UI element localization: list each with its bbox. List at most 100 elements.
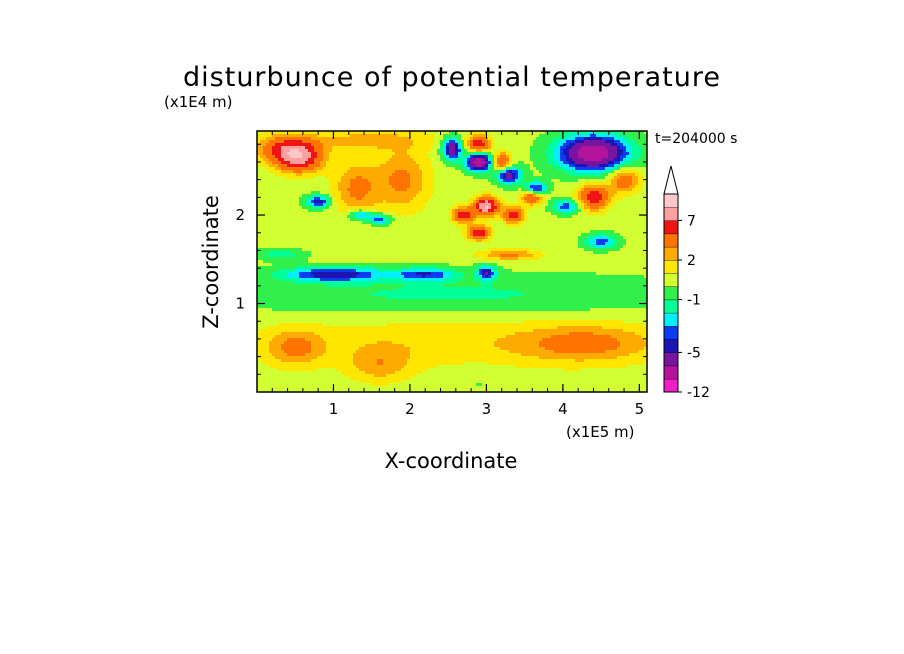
contour-cell <box>644 236 648 240</box>
contour-cell <box>491 230 495 234</box>
contour-cell <box>440 233 444 237</box>
contour-cell <box>575 209 579 213</box>
contour-cell <box>311 245 315 249</box>
contour-cell <box>509 218 513 222</box>
contour-cell <box>596 206 600 210</box>
contour-cell <box>497 149 501 153</box>
contour-cell <box>398 200 402 204</box>
contour-cell <box>302 188 306 192</box>
contour-cell <box>323 137 327 141</box>
contour-cell <box>416 188 420 192</box>
contour-cell <box>626 182 630 186</box>
contour-cell <box>296 215 300 219</box>
contour-cell <box>446 191 450 195</box>
contour-cell <box>437 185 441 189</box>
contour-cell <box>359 149 363 153</box>
contour-cell <box>476 146 480 150</box>
contour-cell <box>392 212 396 216</box>
contour-cell <box>458 209 462 213</box>
contour-cell <box>269 197 273 201</box>
contour-cell <box>557 179 561 183</box>
contour-cell <box>584 173 588 177</box>
contour-cell <box>572 158 576 162</box>
contour-cell <box>377 194 381 198</box>
contour-cell <box>581 209 585 213</box>
contour-cell <box>371 170 375 174</box>
contour-cell <box>530 242 534 246</box>
contour-cell <box>509 197 513 201</box>
contour-cell <box>596 209 600 213</box>
contour-cell <box>431 155 435 159</box>
contour-cell <box>386 152 390 156</box>
contour-cell <box>578 209 582 213</box>
contour-cell <box>617 236 621 240</box>
contour-cell <box>485 221 489 225</box>
contour-cell <box>365 173 369 177</box>
contour-cell <box>263 131 267 135</box>
contour-cell <box>500 209 504 213</box>
contour-cell <box>470 170 474 174</box>
contour-cell <box>515 173 519 177</box>
contour-cell <box>257 185 261 189</box>
contour-cell <box>305 242 309 246</box>
contour-cell <box>449 176 453 180</box>
contour-cell <box>356 167 360 171</box>
contour-cell <box>527 152 531 156</box>
contour-cell <box>629 167 633 171</box>
contour-cell <box>482 155 486 159</box>
contour-cell <box>593 137 597 141</box>
contour-cell <box>527 221 531 225</box>
contour-cell <box>596 182 600 186</box>
contour-cell <box>527 131 531 135</box>
contour-cell <box>419 152 423 156</box>
contour-cell <box>386 230 390 234</box>
contour-cell <box>599 179 603 183</box>
contour-cell <box>548 170 552 174</box>
contour-cell <box>326 233 330 237</box>
contour-cell <box>518 236 522 240</box>
contour-cell <box>632 173 636 177</box>
contour-cell <box>260 152 264 156</box>
contour-cell <box>458 140 462 144</box>
contour-cell <box>527 146 531 150</box>
contour-cell <box>473 215 477 219</box>
contour-cell <box>644 152 648 156</box>
contour-cell <box>578 143 582 147</box>
contour-cell <box>617 242 621 246</box>
contour-cell <box>410 200 414 204</box>
contour-cell <box>260 146 264 150</box>
contour-cell <box>470 206 474 210</box>
contour-cell <box>341 134 345 138</box>
contour-cell <box>638 185 642 189</box>
contour-cell <box>530 239 534 243</box>
contour-cell <box>455 140 459 144</box>
contour-cell <box>566 167 570 171</box>
contour-cell <box>515 209 519 213</box>
contour-cell <box>422 191 426 195</box>
contour-cell <box>548 239 552 243</box>
contour-cell <box>320 236 324 240</box>
contour-cell <box>419 209 423 213</box>
contour-cell <box>314 143 318 147</box>
contour-cell <box>551 236 555 240</box>
contour-cell <box>539 185 543 189</box>
contour-cell <box>551 179 555 183</box>
contour-cell <box>404 245 408 249</box>
contour-cell <box>494 143 498 147</box>
contour-cell <box>338 215 342 219</box>
contour-cell <box>635 170 639 174</box>
contour-cell <box>533 167 537 171</box>
contour-cell <box>620 230 624 234</box>
contour-cell <box>611 200 615 204</box>
contour-cell <box>509 164 513 168</box>
contour-cell <box>350 233 354 237</box>
contour-cell <box>359 203 363 207</box>
contour-cell <box>401 236 405 240</box>
contour-cell <box>413 185 417 189</box>
contour-cell <box>569 131 573 135</box>
contour-cell <box>584 236 588 240</box>
contour-cell <box>428 176 432 180</box>
contour-cell <box>323 167 327 171</box>
contour-cell <box>605 209 609 213</box>
contour-cell <box>581 179 585 183</box>
